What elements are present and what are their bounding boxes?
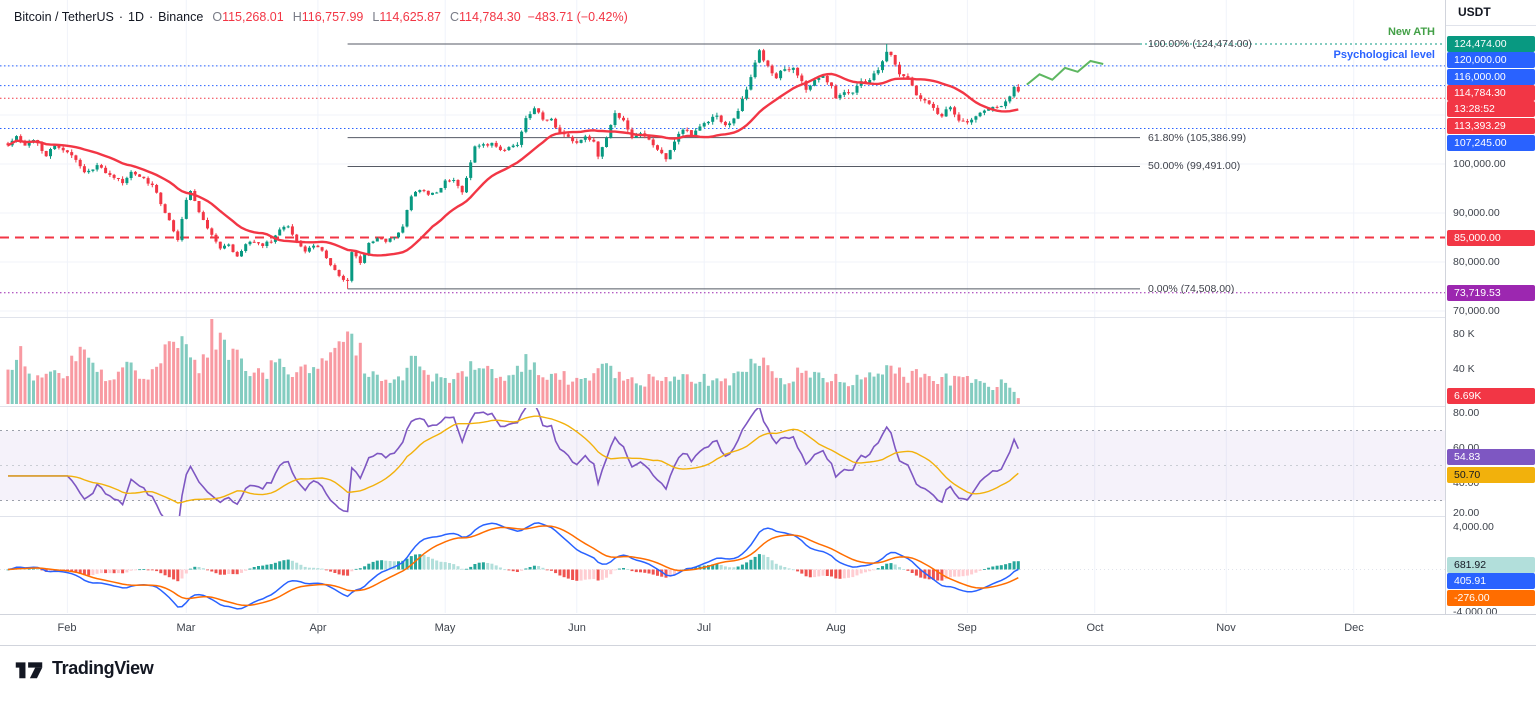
price-axis-tick: 100,000.00 bbox=[1453, 158, 1506, 170]
macd-histogram-badge: 681.92 bbox=[1447, 557, 1535, 573]
price-axis-tick: 80,000.00 bbox=[1453, 256, 1500, 268]
currency-toggle-button[interactable]: USDT bbox=[1446, 0, 1536, 26]
last-price-badge: 114,784.30 bbox=[1447, 85, 1535, 101]
footer: TradingView bbox=[14, 657, 154, 680]
price-axis-tick: 80 K bbox=[1453, 328, 1475, 340]
volume-value-badge: 6.69K bbox=[1447, 388, 1535, 404]
high-label: H bbox=[292, 10, 302, 24]
time-axis[interactable]: Feb Mar Apr May Jun Jul Aug Sep Oct Nov Dec bbox=[0, 614, 1536, 646]
time-axis-month: Dec bbox=[1344, 622, 1364, 634]
time-axis-month: Sep bbox=[957, 622, 977, 634]
price-axis-tick: 20.00 bbox=[1453, 507, 1480, 519]
alert-85000-badge: 85,000.00 bbox=[1447, 230, 1535, 246]
open-label: O bbox=[212, 10, 223, 24]
time-axis-month: Nov bbox=[1216, 622, 1236, 634]
low-value: 114,625.87 bbox=[379, 10, 441, 24]
chart-pane-area[interactable]: Bitcoin / TetherUS · 1D · Binance O 115,2… bbox=[0, 0, 1445, 614]
time-axis-month: Aug bbox=[826, 622, 846, 634]
price-axis-tick: 40 K bbox=[1453, 363, 1475, 375]
price-axis-tick: 4,000.00 bbox=[1453, 521, 1494, 533]
rsi-ma-value-badge: 50.70 bbox=[1447, 467, 1535, 483]
time-axis-month: May bbox=[434, 622, 456, 634]
time-axis-month: Jul bbox=[696, 622, 712, 634]
high-value: 116,757.99 bbox=[301, 10, 364, 24]
tradingview-logo-icon[interactable] bbox=[14, 657, 44, 680]
price-axis-tick: 70,000.00 bbox=[1453, 305, 1500, 317]
macd-signal-badge: -276.00 bbox=[1447, 590, 1535, 606]
price-axis-tick: 80.00 bbox=[1453, 407, 1480, 419]
close-label: C bbox=[449, 10, 460, 24]
legend-separator: · bbox=[148, 10, 154, 24]
alert-113393-badge: 113,393.29 bbox=[1447, 118, 1535, 134]
close-value: 114,784.30 bbox=[459, 10, 521, 24]
legend-separator: · bbox=[118, 10, 123, 24]
level-107245-badge: 107,245.00 bbox=[1447, 135, 1535, 151]
open-value: 115,268.01 bbox=[222, 10, 284, 24]
price-axis[interactable]: USDT 100,000.00 90,000.00 80,000.00 70,000.… bbox=[1445, 0, 1536, 618]
chart-canvas[interactable] bbox=[0, 0, 1445, 614]
price-axis-tick: 90,000.00 bbox=[1453, 207, 1500, 219]
time-axis-month: Apr bbox=[309, 622, 327, 634]
time-axis-month: Jun bbox=[568, 622, 586, 634]
time-axis-month: Feb bbox=[57, 622, 77, 634]
interval-label[interactable]: 1D bbox=[128, 10, 144, 24]
exchange-label[interactable]: Binance bbox=[158, 10, 204, 24]
rsi-value-badge: 54.83 bbox=[1447, 449, 1535, 465]
psych-120000-badge: 120,000.00 bbox=[1447, 52, 1535, 68]
fib-0-price-badge: 73,719.53 bbox=[1447, 285, 1535, 301]
change-value: −483.71 (−0.42%) bbox=[527, 10, 628, 24]
ath-price-badge: 124,474.00 bbox=[1447, 36, 1535, 52]
countdown-badge: 13:28:52 bbox=[1447, 101, 1535, 117]
tradingview-logo-text[interactable]: TradingView bbox=[52, 658, 154, 678]
macd-value-badge: 405.91 bbox=[1447, 573, 1535, 589]
low-label: L bbox=[372, 10, 380, 24]
time-axis-month: Oct bbox=[1086, 622, 1104, 634]
time-axis-month: Mar bbox=[176, 622, 196, 634]
symbol-name[interactable]: Bitcoin / TetherUS bbox=[14, 10, 114, 24]
symbol-legend[interactable]: Bitcoin / TetherUS · 1D · Binance O 115,2… bbox=[14, 10, 628, 24]
psych-116000-badge: 116,000.00 bbox=[1447, 69, 1535, 85]
